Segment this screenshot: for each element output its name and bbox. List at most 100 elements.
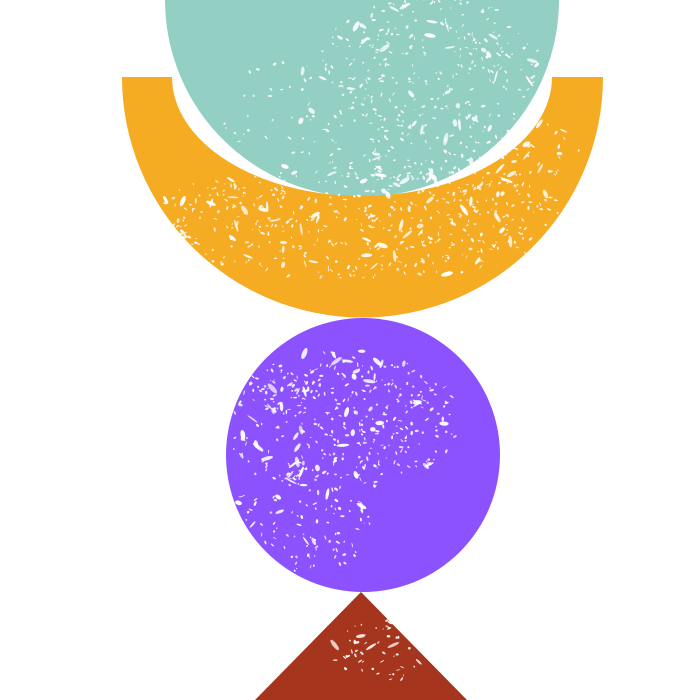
texture-speck — [346, 175, 350, 178]
texture-speck — [243, 94, 246, 97]
texture-speck — [413, 72, 416, 75]
texture-speck — [475, 114, 478, 119]
texture-speck — [405, 247, 409, 250]
texture-speck — [444, 46, 456, 49]
texture-speck — [360, 228, 364, 232]
texture-speck — [396, 248, 398, 250]
texture-speck — [309, 436, 312, 438]
texture-speck — [327, 413, 329, 416]
texture-speck — [496, 42, 499, 46]
texture-speck — [390, 382, 394, 386]
texture-speck — [381, 74, 385, 77]
texture-speck — [360, 37, 369, 45]
texture-speck — [355, 649, 359, 651]
texture-speck — [406, 174, 409, 178]
texture-speck — [417, 191, 421, 194]
texture-speck — [521, 218, 524, 222]
texture-speck — [306, 443, 310, 447]
texture-speck — [472, 122, 475, 125]
texture-speck — [314, 507, 317, 510]
texture-speck — [300, 88, 304, 91]
texture-speck — [234, 260, 236, 263]
texture-speck — [337, 147, 342, 151]
texture-speck — [511, 53, 514, 56]
texture-speck — [269, 87, 273, 91]
texture-speck — [172, 223, 175, 227]
texture-speck — [407, 647, 411, 650]
texture-speck — [238, 496, 243, 498]
texture-speck — [410, 430, 413, 436]
texture-speck — [392, 250, 397, 262]
texture-speck — [494, 80, 496, 82]
texture-speck — [300, 66, 305, 76]
texture-speck — [259, 262, 261, 266]
orange-half-ring — [122, 77, 603, 318]
texture-speck — [375, 421, 378, 425]
texture-speck — [528, 201, 533, 203]
texture-speck — [435, 425, 437, 428]
texture-speck — [396, 463, 401, 467]
texture-speck — [358, 659, 363, 663]
texture-speck — [387, 21, 390, 24]
texture-speck — [312, 396, 316, 400]
texture-speck — [273, 257, 278, 260]
texture-speck — [364, 209, 367, 213]
texture-speck — [310, 389, 313, 394]
texture-speck — [433, 105, 437, 109]
texture-speck — [355, 176, 359, 180]
texture-speck — [234, 219, 239, 232]
texture-speck — [231, 227, 234, 229]
texture-speck — [422, 261, 425, 264]
texture-speck — [253, 202, 255, 207]
texture-speck — [516, 189, 519, 192]
texture-speck — [270, 189, 273, 192]
texture-speck — [333, 555, 337, 559]
texture-speck — [395, 81, 398, 85]
texture-speck — [368, 451, 371, 455]
texture-speck — [413, 665, 416, 668]
texture-speck — [367, 216, 370, 220]
texture-speck — [247, 245, 252, 248]
texture-speck — [311, 468, 314, 472]
texture-speck — [444, 430, 448, 434]
texture-speck — [325, 488, 330, 500]
texture-speck — [171, 196, 176, 200]
texture-speck — [332, 452, 336, 456]
texture-speck — [486, 51, 492, 58]
texture-speck — [294, 388, 299, 392]
texture-speck — [235, 500, 242, 506]
texture-speck — [401, 4, 406, 7]
texture-speck — [409, 46, 412, 50]
texture-speck — [397, 636, 400, 639]
texture-speck — [444, 401, 449, 405]
texture-speck — [449, 175, 452, 178]
texture-speck — [375, 627, 378, 629]
texture-speck — [466, 171, 470, 175]
texture-speck — [385, 191, 391, 199]
texture-speck — [523, 128, 526, 131]
texture-speck — [374, 51, 379, 54]
texture-speck — [223, 122, 226, 125]
texture-speck — [467, 219, 470, 223]
texture-speck — [488, 113, 492, 117]
texture-speck — [531, 63, 533, 66]
texture-speck — [270, 368, 274, 373]
texture-speck — [323, 452, 326, 456]
texture-speck — [411, 177, 415, 181]
texture-speck — [387, 149, 391, 153]
texture-speck — [451, 178, 454, 181]
texture-speck — [314, 198, 317, 204]
texture-speck — [280, 371, 282, 374]
texture-speck — [472, 183, 474, 188]
texture-speck — [328, 364, 332, 368]
texture-speck — [500, 50, 504, 53]
texture-speck — [410, 174, 414, 179]
texture-speck — [260, 523, 263, 526]
texture-speck — [343, 185, 348, 189]
texture-speck — [220, 262, 224, 266]
texture-speck — [397, 420, 403, 422]
texture-speck — [382, 424, 385, 429]
texture-speck — [414, 19, 418, 22]
texture-speck — [410, 142, 413, 145]
